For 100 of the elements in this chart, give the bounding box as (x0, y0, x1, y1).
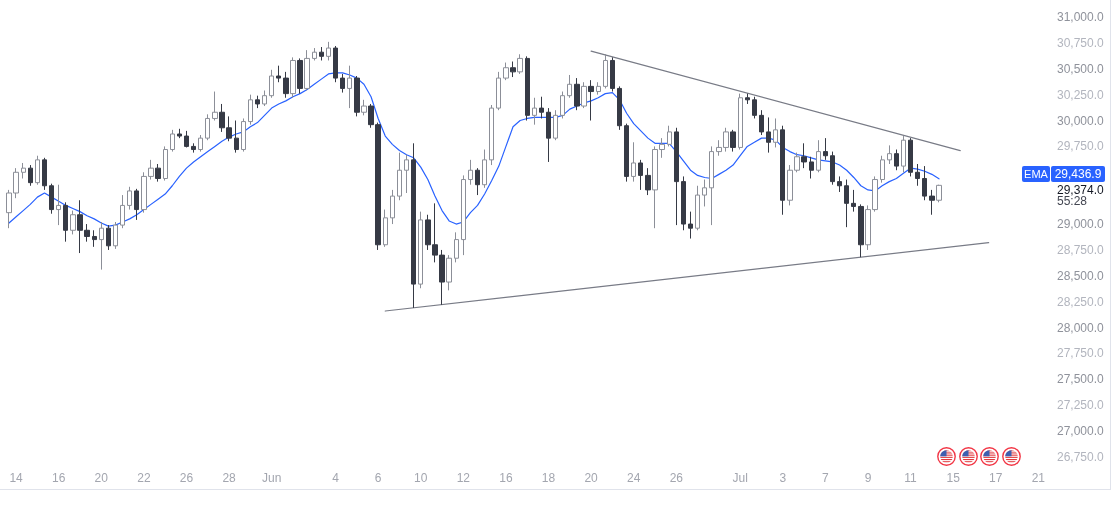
candlestick (638, 159, 643, 191)
candlestick (397, 152, 402, 201)
x-tick-label: 21 (1031, 471, 1046, 485)
y-tick-label: 26,750.0 (1057, 450, 1105, 464)
candlestick (361, 99, 367, 116)
x-tick-label: 22 (137, 471, 151, 485)
candlestick (333, 45, 338, 83)
candlestick (411, 142, 416, 309)
x-tick-label: 20 (584, 471, 599, 485)
candlestick (816, 139, 821, 173)
y-tick-label: 27,750.0 (1057, 346, 1105, 361)
candlestick (304, 49, 310, 92)
candlestick (624, 123, 629, 183)
candlestick (326, 41, 331, 61)
legend-label: EMA (1024, 168, 1049, 181)
candlestick (525, 55, 530, 122)
candlestick (730, 129, 736, 153)
candlestick (262, 90, 267, 107)
candlestick (234, 120, 239, 154)
candlestick (383, 209, 388, 248)
line-series (8, 72, 940, 227)
candlestick (42, 157, 47, 191)
candlestick (446, 254, 452, 291)
candlestick (205, 113, 210, 141)
candlestick (454, 231, 459, 263)
candlestick (709, 145, 714, 226)
candlestick (922, 165, 927, 201)
x-tick-label: 7 (822, 471, 830, 485)
candlestick (468, 159, 473, 186)
candlestick (688, 211, 693, 240)
candlestick (773, 117, 778, 148)
candlestick (163, 145, 168, 182)
candlestick (809, 156, 814, 180)
candlestick (269, 69, 274, 99)
candlestick (56, 184, 61, 226)
candlestick (858, 203, 864, 258)
candlestick (21, 162, 26, 180)
candlestick (631, 141, 636, 183)
candlestick (482, 149, 487, 189)
x-tick-label: 12 (456, 471, 471, 485)
candlestick (603, 53, 608, 89)
candlestick (539, 96, 544, 119)
candlestick (489, 104, 494, 166)
candlestick (283, 71, 289, 99)
y-tick-label: 31,000.0 (1057, 10, 1105, 24)
candlestick (248, 94, 253, 126)
x-tick-label: 16 (52, 471, 66, 485)
y-tick-label: 27,500.0 (1057, 372, 1105, 387)
x-tick-label: 16 (499, 471, 513, 485)
candlestick (908, 137, 913, 177)
candlestick (880, 155, 885, 184)
y-tick-label: 28,250.0 (1057, 294, 1105, 309)
candlestick (496, 71, 501, 111)
candlestick (851, 189, 856, 213)
candlestick (241, 117, 246, 153)
candlestick (390, 189, 395, 225)
x-tick-label: Jul (732, 471, 748, 485)
y-tick-label: 30,250.0 (1057, 87, 1105, 102)
candlestick (319, 46, 324, 61)
candlestick (567, 74, 572, 99)
candlestick (92, 229, 97, 248)
y-tick-label: 28,500.0 (1057, 268, 1105, 283)
candlestick (929, 189, 935, 216)
candlestick (276, 65, 281, 83)
candlestick (546, 107, 551, 163)
candlestick (28, 164, 33, 187)
candlestick (404, 154, 409, 194)
y-tick-label: 29,000.0 (1057, 217, 1105, 232)
y-tick-label: 28,750.0 (1057, 242, 1105, 257)
candlestick (915, 163, 920, 187)
candlestick (312, 47, 317, 61)
candlestick (681, 175, 686, 231)
candlestick (35, 155, 40, 186)
x-tick-label: 20 (94, 471, 109, 485)
candlestick (801, 142, 807, 169)
candlestick (354, 75, 360, 117)
candlestick (347, 65, 352, 109)
candlestick (113, 221, 118, 250)
candlestick (581, 81, 587, 109)
candlestick (134, 188, 139, 221)
candlestick (844, 179, 849, 228)
x-tick-label: 28 (222, 471, 237, 485)
candlestick (936, 184, 942, 203)
candlestick (63, 201, 68, 243)
y-tick-label: 27,000.0 (1057, 424, 1105, 439)
candlestick (461, 174, 466, 256)
candlestick (184, 130, 189, 148)
candlestick (894, 149, 899, 171)
x-tick-label: 24 (627, 471, 641, 485)
candlestick (702, 179, 707, 207)
y-tick-label: 30,500.0 (1057, 61, 1105, 76)
candlestick (574, 77, 580, 111)
candlestick (191, 142, 196, 154)
candlestick (418, 211, 423, 289)
candlestick (70, 210, 76, 235)
candlestick (255, 95, 260, 109)
candlestick (99, 221, 104, 271)
candlestick (517, 53, 523, 75)
candlestick (667, 125, 672, 147)
x-tick-label: 6 (374, 471, 382, 485)
